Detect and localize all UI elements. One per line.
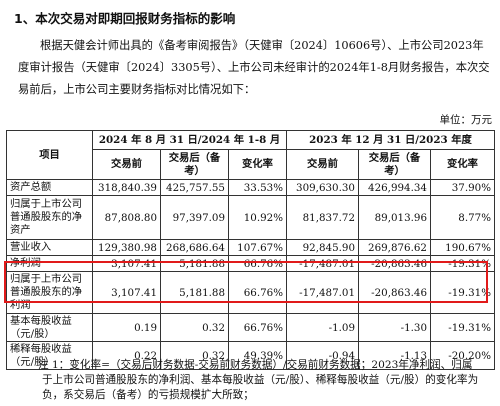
footnote: 注 1：变化率=（交易后财务数据-交易前财务数据）/交易前财务数据；2023年净… (0, 358, 500, 403)
row-label: 资产总额 (6, 179, 93, 196)
cell: 0.32 (160, 341, 229, 370)
intro-paragraph: 根据天健会计师出具的《备考审阅报告》（天健审〔2024〕10606号）、上市公司… (18, 39, 490, 96)
cell: 129,380.98 (92, 239, 161, 256)
cell: 81,837.72 (286, 195, 359, 240)
cell: -1.30 (358, 313, 431, 342)
cell: -20,863.46 (358, 255, 431, 272)
cell: -17,487.01 (286, 255, 359, 272)
row-label: 营业收入 (6, 239, 93, 256)
cell: 92,845.90 (286, 239, 359, 256)
table-row: 稀释每股收益（元/股） 0.22 0.32 49.39% -0.94 -1.13… (6, 341, 495, 370)
cell: 87,808.80 (92, 195, 161, 240)
cell: 190.67% (430, 239, 495, 256)
header-change-2024: 变化率 (228, 149, 287, 180)
cell: 49.39% (228, 341, 287, 370)
footnote-line: 注 1：变化率=（交易后财务数据-交易前财务数据）/交易前财务数据；2023年净… (38, 359, 473, 371)
table-row: 归属于上市公司普通股股东的净资产 87,808.80 97,397.09 10.… (6, 195, 495, 240)
cell: 425,757.55 (160, 179, 229, 196)
footnote-line: 负，系交易后（备考）的亏损规模扩大所致； (42, 389, 254, 401)
cell: 0.32 (160, 313, 229, 342)
cell: 0.19 (92, 313, 161, 342)
cell: 33.53% (228, 179, 287, 196)
header-after-2024: 交易后（备考） (160, 149, 229, 180)
header-before-2024: 交易前 (92, 149, 161, 180)
cell: -1.13 (358, 341, 431, 370)
section-heading: 1、本次交易对即期回报财务指标的影响 (14, 11, 236, 26)
cell: 269,876.62 (358, 239, 431, 256)
row-label: 基本每股收益（元/股） (6, 313, 93, 342)
unit-label: 单位：万元 (439, 114, 493, 126)
cell: 0.22 (92, 341, 161, 370)
cell: 8.77% (430, 195, 495, 240)
cell: -1.09 (286, 313, 359, 342)
header-item: 项目 (6, 130, 93, 180)
cell: 107.67% (228, 239, 287, 256)
header-period-2024: 2024 年 8 月 31 日/2024 年 1-8 月 (92, 130, 287, 150)
cell: -19.31% (430, 255, 495, 272)
footnote-line: 于上市公司普通股股东的净利润、基本每股收益（元/股）、稀释每股收益（元/股）的变… (42, 374, 479, 386)
header-period-2023: 2023 年 12 月 31 日/2023 年度 (286, 130, 495, 150)
cell: 66.76% (228, 313, 287, 342)
cell: 89,013.96 (358, 195, 431, 240)
header-change-2023: 变化率 (430, 149, 495, 180)
cell: 5,181.88 (160, 271, 229, 314)
cell: 309,630.30 (286, 179, 359, 196)
table-row: 资产总额 318,840.39 425,757.55 33.53% 309,63… (6, 179, 495, 196)
cell: -20,863.46 (358, 271, 431, 314)
cell: 66.76% (228, 271, 287, 314)
header-before-2023: 交易前 (286, 149, 359, 180)
cell: 10.92% (228, 195, 287, 240)
table-row-highlighted: 归属于上市公司普通股股东的净利润 3,107.41 5,181.88 66.76… (6, 271, 495, 314)
cell: -17,487.01 (286, 271, 359, 314)
cell: 5,181.88 (160, 255, 229, 272)
cell: 37.90% (430, 179, 495, 196)
row-label: 净利润 (6, 255, 93, 272)
table-row: 营业收入 129,380.98 268,686.64 107.67% 92,84… (6, 239, 495, 256)
row-label: 归属于上市公司普通股股东的净资产 (6, 195, 93, 240)
cell: -19.31% (430, 271, 495, 314)
row-label: 归属于上市公司普通股股东的净利润 (6, 271, 93, 314)
cell: 3,107.41 (92, 255, 161, 272)
cell: -19.31% (430, 313, 495, 342)
cell: 97,397.09 (160, 195, 229, 240)
cell: -20.20% (430, 341, 495, 370)
cell: 3,107.41 (92, 271, 161, 314)
cell: 268,686.64 (160, 239, 229, 256)
table-row: 净利润 3,107.41 5,181.88 66.76% -17,487.01 … (6, 255, 495, 272)
row-label: 稀释每股收益（元/股） (6, 341, 93, 370)
header-after-2023: 交易后（备考） (358, 149, 431, 180)
financial-indicators-table: 项目 2024 年 8 月 31 日/2024 年 1-8 月 2023 年 1… (6, 130, 495, 370)
cell: 318,840.39 (92, 179, 161, 196)
cell: 66.76% (228, 255, 287, 272)
table-row: 基本每股收益（元/股） 0.19 0.32 66.76% -1.09 -1.30… (6, 313, 495, 342)
cell: 426,994.34 (358, 179, 431, 196)
